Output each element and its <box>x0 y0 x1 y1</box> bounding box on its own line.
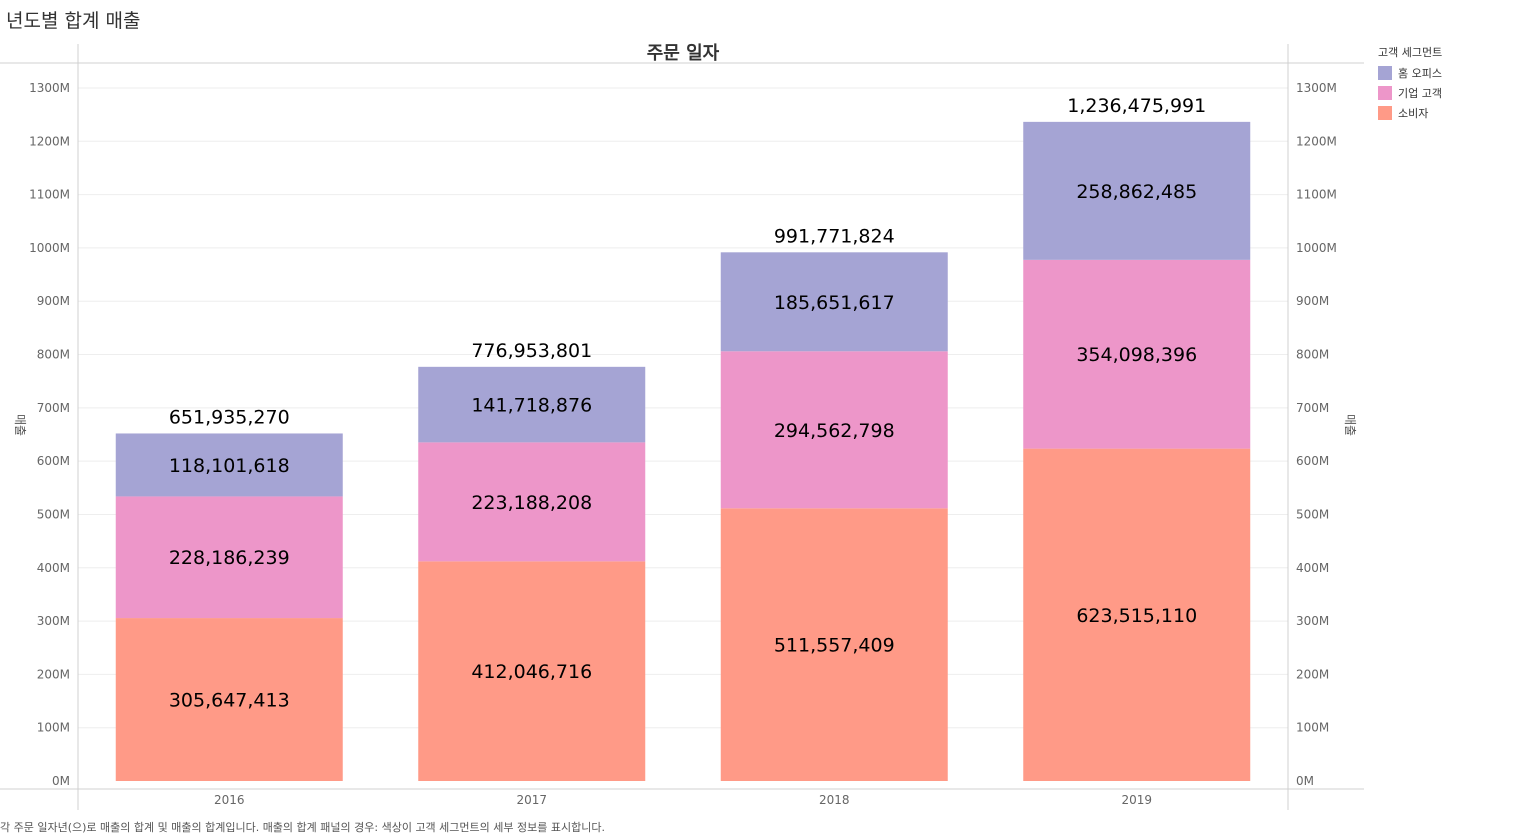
legend-label: 기업 고객 <box>1398 87 1442 100</box>
segment-value-label: 223,188,208 <box>471 492 592 514</box>
y-tick-label: 1000M <box>1296 241 1337 255</box>
y-tick-label: 400M <box>1296 561 1329 575</box>
bar-segment[interactable] <box>418 442 646 562</box>
y-tick-label: 900M <box>37 294 70 308</box>
y-axis-label-left: 매출 <box>13 414 27 436</box>
y-axis-label-right: 매출 <box>1343 414 1357 436</box>
y-tick-label: 100M <box>1296 721 1329 735</box>
y-tick-label: 0M <box>52 774 70 788</box>
legend-swatch <box>1378 86 1392 100</box>
bar-segment[interactable] <box>720 351 948 509</box>
legend-label: 소비자 <box>1398 107 1429 120</box>
y-tick-label: 1200M <box>1296 134 1337 148</box>
bar-segment[interactable] <box>115 618 343 781</box>
bar-segment[interactable] <box>720 252 948 352</box>
bar-segment[interactable] <box>418 561 646 781</box>
y-tick-label: 900M <box>1296 294 1329 308</box>
y-tick-label: 500M <box>37 507 70 521</box>
bar-segment[interactable] <box>720 508 948 781</box>
y-axis-right: 0M 100M 200M 300M 400M 500M 600M 700M 800M 900M 10… <box>1296 81 1337 788</box>
chart-caption: 각 주문 일자년(으)로 매출의 합계 및 매출의 합계입니다. 매출의 합계 … <box>0 821 605 834</box>
bar-segment[interactable] <box>418 366 646 443</box>
bar-segment[interactable] <box>1023 448 1251 781</box>
y-tick-label: 800M <box>1296 348 1329 362</box>
column-header: 주문 일자 <box>647 43 720 64</box>
y-tick-label: 1100M <box>29 188 70 202</box>
total-value-label: 776,953,801 <box>471 340 592 362</box>
bars: 305,647,413 228,186,239 118,101,618 651,935… <box>115 95 1251 781</box>
segment-value-label: 511,557,409 <box>774 635 895 657</box>
x-tick-label: 2018 <box>819 793 850 807</box>
y-tick-label: 600M <box>1296 454 1329 468</box>
y-tick-label: 700M <box>1296 401 1329 415</box>
y-tick-label: 200M <box>1296 667 1329 681</box>
legend-swatch <box>1378 66 1392 80</box>
y-axis-left: 0M 100M 200M 300M 400M 500M 600M 700M 800M 900M 10… <box>29 81 70 788</box>
y-tick-label: 100M <box>37 721 70 735</box>
y-tick-label: 400M <box>37 561 70 575</box>
y-tick-label: 0M <box>1296 774 1314 788</box>
y-tick-label: 200M <box>37 667 70 681</box>
x-axis: 2016 2017 2018 2019 <box>214 793 1152 807</box>
segment-value-label: 141,718,876 <box>471 395 592 417</box>
y-tick-label: 700M <box>37 401 70 415</box>
y-tick-label: 1000M <box>29 241 70 255</box>
legend-title: 고객 세그먼트 <box>1378 46 1443 59</box>
legend: 고객 세그먼트 홈 오피스 기업 고객 소비자 <box>1378 44 1442 123</box>
segment-value-label: 228,186,239 <box>169 547 290 569</box>
chart-title: 년도별 합계 매출 <box>6 10 141 32</box>
legend-item-corporate[interactable]: 기업 고객 <box>1378 83 1442 103</box>
x-tick-label: 2017 <box>516 793 547 807</box>
segment-value-label: 305,647,413 <box>169 690 290 712</box>
segment-value-label: 258,862,485 <box>1076 181 1197 203</box>
y-tick-label: 600M <box>37 454 70 468</box>
bar-segment[interactable] <box>115 496 343 619</box>
y-tick-label: 1100M <box>1296 188 1337 202</box>
y-tick-label: 800M <box>37 348 70 362</box>
y-tick-label: 300M <box>37 614 70 628</box>
y-tick-label: 1300M <box>29 81 70 95</box>
y-tick-label: 500M <box>1296 507 1329 521</box>
bar-segment[interactable] <box>1023 121 1251 260</box>
legend-item-consumer[interactable]: 소비자 <box>1378 103 1442 123</box>
segment-value-label: 294,562,798 <box>774 420 895 442</box>
y-tick-label: 1200M <box>29 134 70 148</box>
segment-value-label: 623,515,110 <box>1076 605 1197 627</box>
segment-value-label: 118,101,618 <box>169 455 290 477</box>
x-tick-label: 2016 <box>214 793 245 807</box>
legend-label: 홈 오피스 <box>1398 67 1442 80</box>
total-value-label: 651,935,270 <box>169 406 290 428</box>
total-value-label: 1,236,475,991 <box>1067 95 1206 117</box>
y-tick-label: 1300M <box>1296 81 1337 95</box>
total-value-label: 991,771,824 <box>774 225 895 247</box>
legend-item-home-office[interactable]: 홈 오피스 <box>1378 63 1442 83</box>
chart-frame <box>0 44 1364 810</box>
y-tick-label: 300M <box>1296 614 1329 628</box>
segment-value-label: 185,651,617 <box>774 292 895 314</box>
segment-value-label: 354,098,396 <box>1076 344 1197 366</box>
bar-segment[interactable] <box>115 433 343 497</box>
legend-swatch <box>1378 106 1392 120</box>
x-tick-label: 2019 <box>1121 793 1152 807</box>
bar-segment[interactable] <box>1023 259 1251 449</box>
segment-value-label: 412,046,716 <box>471 661 592 683</box>
